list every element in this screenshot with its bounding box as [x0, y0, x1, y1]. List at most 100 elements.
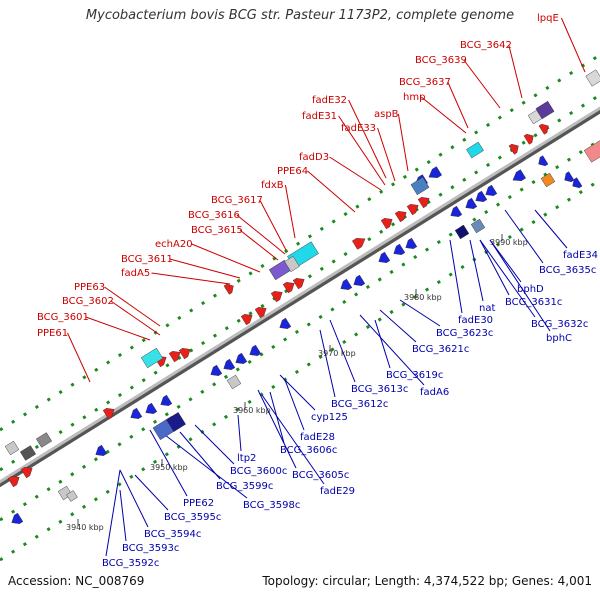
- reverse-leader-line: [399, 299, 441, 327]
- scale-label: 3940 kbp: [66, 523, 104, 532]
- reverse-gene-block: [470, 218, 486, 234]
- forward-gene-label: echA20: [155, 239, 193, 250]
- reverse-gene-arrow: [210, 364, 223, 376]
- reverse-leader-line: [479, 239, 510, 296]
- forward-leader-line: [85, 316, 151, 341]
- reverse-gene-label: BCG_3613c: [351, 384, 408, 395]
- reverse-gene-arrow: [130, 407, 143, 419]
- reverse-gene-arrow: [405, 237, 418, 249]
- accession-text: Accession: NC_008769: [8, 574, 145, 588]
- backbone-shadow: [0, 106, 600, 488]
- reverse-gene-label: BCG_3594c: [144, 529, 201, 540]
- reverse-gene-arrow: [428, 166, 443, 178]
- forward-gene-block: [226, 374, 242, 390]
- reverse-gene-arrow: [450, 205, 463, 217]
- forward-leader-line: [239, 229, 279, 261]
- forward-leader-line: [307, 170, 356, 213]
- forward-gene-label: BCG_3615: [191, 225, 243, 236]
- forward-gene-arrow: [270, 291, 283, 303]
- reverse-gene-block: [410, 176, 430, 196]
- reverse-gene-label: PPE62: [183, 498, 214, 509]
- reverse-leader-line: [194, 424, 235, 465]
- forward-gene-arrow: [538, 123, 549, 135]
- forward-leader-line: [329, 156, 382, 191]
- reverse-leader-line: [359, 314, 425, 386]
- reverse-gene-label: BCG_3635c: [539, 265, 596, 276]
- reverse-leader-line: [269, 391, 285, 444]
- reverse-leader-line: [329, 319, 356, 383]
- reverse-gene-arrow: [145, 402, 158, 414]
- reverse-leader-line: [479, 239, 536, 318]
- reverse-leader-line: [449, 239, 463, 314]
- forward-leader-line: [560, 17, 586, 73]
- reverse-gene-arrow: [465, 197, 478, 209]
- forward-gene-label: fadE31: [302, 111, 337, 122]
- reverse-gene-label: BCG_3595c: [164, 512, 221, 523]
- forward-leader-line: [420, 96, 467, 134]
- reverse-leader-line: [257, 389, 297, 469]
- backbone-line: [0, 106, 600, 484]
- inner-forward-tick-track: [0, 93, 600, 472]
- reverse-gene-block: [66, 490, 78, 502]
- reverse-gene-arrow: [95, 444, 108, 456]
- forward-gene-label: PPE63: [74, 282, 105, 293]
- reverse-gene-arrow: [249, 344, 262, 356]
- reverse-gene-block: [454, 224, 470, 240]
- reverse-gene-arrow: [235, 352, 248, 364]
- reverse-leader-line: [504, 209, 544, 264]
- forward-gene-label: PPE61: [37, 328, 68, 339]
- reverse-leader-line: [119, 489, 127, 542]
- forward-leader-line: [104, 286, 161, 327]
- reverse-gene-arrow: [393, 243, 406, 255]
- genome-title: Mycobacterium bovis BCG str. Pasteur 117…: [85, 8, 515, 23]
- forward-leader-line: [377, 127, 396, 182]
- forward-gene-label: BCG_3637: [399, 77, 451, 88]
- reverse-gene-arrow: [11, 512, 24, 524]
- reverse-gene-arrow: [279, 317, 292, 329]
- forward-gene-label: BCG_3602: [62, 296, 114, 307]
- leader-line-layer: [67, 17, 586, 557]
- reverse-gene-arrow: [340, 278, 353, 290]
- forward-gene-label: fadD3: [299, 152, 329, 163]
- reverse-leader-line: [489, 239, 551, 332]
- reverse-leader-line: [261, 394, 325, 485]
- reverse-leader-line: [164, 434, 248, 499]
- forward-gene-label: BCG_3642: [460, 40, 512, 51]
- reverse-leader-line: [119, 469, 149, 528]
- forward-gene-label: hmp: [403, 92, 425, 103]
- scale-label: 3970 kbp: [318, 349, 356, 358]
- outer-forward-tick-track: [0, 53, 600, 432]
- reverse-gene-arrow: [538, 155, 549, 167]
- reverse-gene-label: fadE30: [458, 315, 493, 326]
- reverse-gene-arrow: [564, 171, 575, 183]
- forward-leader-line: [191, 243, 261, 273]
- reverse-gene-label: fadE29: [320, 486, 355, 497]
- forward-gene-block: [527, 109, 543, 125]
- forward-leader-line: [110, 300, 161, 336]
- forward-gene-label: BCG_3616: [188, 210, 240, 221]
- forward-gene-arrow: [351, 238, 366, 250]
- forward-leader-line: [151, 272, 231, 285]
- reverse-gene-arrow: [160, 394, 173, 406]
- reverse-gene-label: BCG_3592c: [102, 558, 159, 569]
- topology-stats-text: Topology: circular; Length: 4,374,522 bp…: [262, 574, 592, 588]
- forward-leader-line: [508, 44, 523, 99]
- reverse-gene-arrow: [512, 169, 527, 181]
- forward-leader-line: [348, 99, 387, 179]
- reverse-gene-label: bphC: [546, 333, 572, 344]
- forward-leader-line: [67, 332, 91, 383]
- forward-gene-arrow: [380, 218, 393, 230]
- forward-gene-label: lpqE: [537, 13, 559, 24]
- reverse-leader-line: [469, 239, 484, 302]
- reverse-gene-arrow: [572, 177, 583, 189]
- forward-leader-line: [397, 113, 409, 172]
- reverse-gene-label: BCG_3623c: [436, 328, 493, 339]
- scale-label: 3960 kbp: [233, 406, 271, 415]
- tick-layer: [0, 53, 600, 562]
- reverse-gene-label: BCG_3606c: [280, 445, 337, 456]
- reverse-gene-label: BCG_3593c: [122, 543, 179, 554]
- forward-gene-arrow: [102, 408, 115, 420]
- forward-gene-arrow: [223, 283, 234, 295]
- reverse-gene-label: fadE28: [300, 432, 335, 443]
